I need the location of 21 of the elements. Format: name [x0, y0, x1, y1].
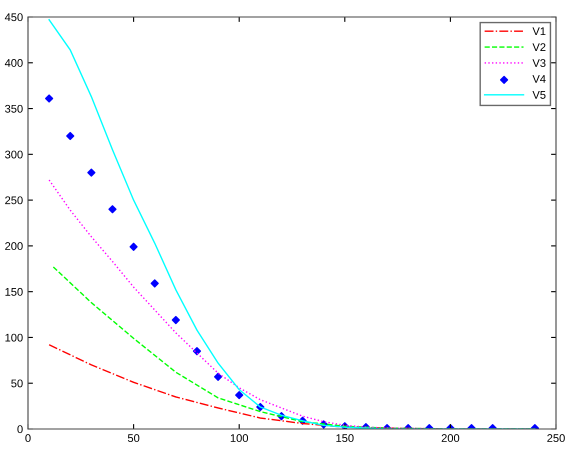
legend-label: V3	[532, 59, 546, 67]
x-tick-label: 0	[25, 434, 31, 442]
legend-label: V5	[532, 91, 546, 99]
x-tick-label: 250	[547, 434, 565, 442]
y-tick-label: 100	[5, 334, 23, 342]
legend-label: V1	[532, 27, 546, 36]
y-tick-label: 450	[4, 13, 23, 22]
y-tick-label: 200	[5, 242, 23, 250]
y-tick-label: 0	[17, 425, 23, 434]
y-tick-label: 400	[4, 59, 23, 67]
y-tick-label: 150	[5, 288, 23, 296]
y-tick-label: 250	[5, 196, 23, 204]
y-tick-label: 300	[5, 150, 23, 158]
legend-label: V4	[532, 75, 546, 83]
x-tick-label: 100	[230, 434, 248, 442]
x-tick-label: 200	[442, 434, 460, 442]
y-tick-label: 50	[11, 379, 23, 388]
x-tick-label: 150	[336, 434, 354, 442]
y-tick-label: 350	[5, 104, 23, 113]
legend-label: V2	[532, 43, 546, 51]
x-tick-label: 50	[128, 434, 140, 442]
